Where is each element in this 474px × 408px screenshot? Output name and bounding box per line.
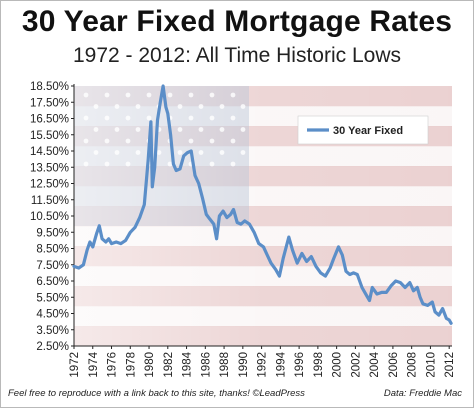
x-tick-label: 1980 [144,352,156,378]
y-tick-label: 4.50% [36,309,69,321]
x-tick-label: 1976 [107,352,119,378]
x-tick-label: 1986 [200,352,212,378]
series-line [72,84,453,325]
x-tick-label: 2000 [332,352,344,378]
y-tick-label: 12.50% [30,179,69,191]
y-tick-label: 10.50% [30,211,69,223]
x-tick-label: 2010 [425,352,437,378]
x-tick-label: 1996 [294,352,306,378]
x-tick-label: 1974 [88,351,100,377]
y-tick-label: 17.50% [30,97,69,109]
x-tick-label: 1994 [275,351,287,377]
axes [73,84,452,347]
x-axis-ticks: 1972 1974 1976 1978 1980 1982 1984 1986 1988 1990… [69,346,456,378]
y-tick-label: 8.50% [36,244,69,256]
x-tick-label: 2006 [388,352,400,378]
y-tick-label: 2.50% [36,341,69,353]
x-tick-label: 1990 [238,352,250,378]
y-tick-label: 15.50% [30,130,69,142]
y-tick-label: 6.50% [36,276,69,288]
y-tick-label: 14.50% [30,146,69,158]
x-tick-label: 2008 [407,352,419,378]
legend-label: 30 Year Fixed [333,125,403,137]
x-tick-label: 1978 [125,352,137,378]
y-tick-label: 3.50% [36,325,69,337]
x-tick-label: 1984 [182,351,194,377]
chart-subtitle: 1972 - 2012: All Time Historic Lows [73,44,401,67]
y-tick-label: 5.50% [36,292,69,304]
x-tick-label: 1998 [313,352,325,378]
y-tick-label: 13.50% [30,162,69,174]
y-tick-label: 7.50% [36,260,69,272]
footer-credit: Feel free to reproduce with a link back … [8,388,305,399]
x-tick-label: 2002 [350,352,362,378]
y-tick-label: 16.50% [30,114,69,126]
legend: 30 Year Fixed [297,115,429,145]
x-tick-label: 2004 [369,351,381,377]
y-tick-label: 18.50% [30,81,69,93]
x-tick-label: 1988 [219,352,231,378]
x-tick-label: 1972 [69,352,81,378]
chart-title: 30 Year Fixed Mortgage Rates [21,5,453,38]
footer-source: Data: Freddie Mac [383,388,462,399]
y-tick-label: 11.50% [31,195,69,207]
x-tick-label: 2012 [444,352,456,378]
x-tick-label: 1982 [163,352,175,378]
x-tick-label: 1992 [257,352,269,378]
y-tick-label: 9.50% [36,227,69,239]
y-axis-ticks: 18.50% 17.50% 16.50% 15.50% 14.50% 13.50% 12.5… [30,81,74,353]
